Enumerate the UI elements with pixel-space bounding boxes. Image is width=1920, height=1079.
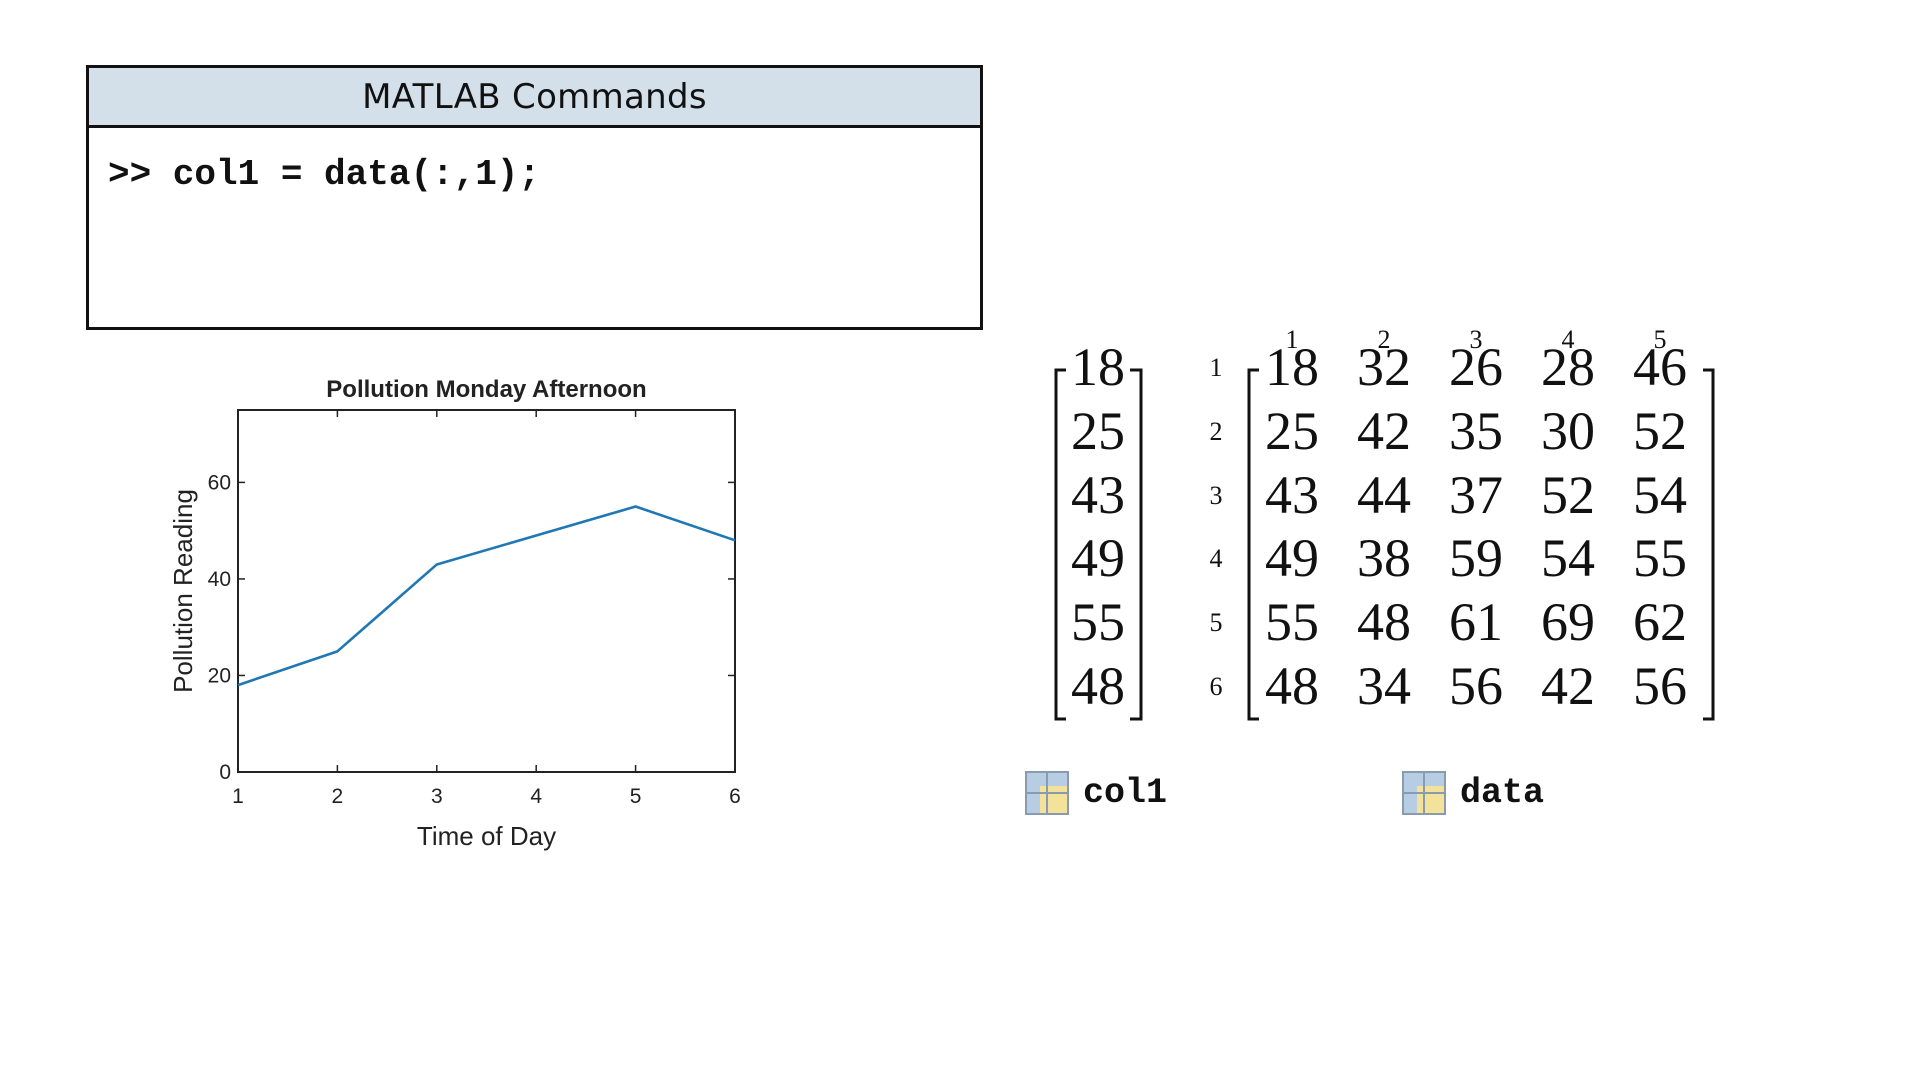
matrix-cell: 42 xyxy=(1541,656,1595,716)
commands-panel-body: >> col1 = data(:,1); xyxy=(89,128,980,195)
matrix-cell: 52 xyxy=(1633,401,1687,461)
x-tick-label: 6 xyxy=(729,785,741,808)
y-axis-label: Pollution Reading xyxy=(168,489,198,693)
matrix-cell: 18 xyxy=(1265,337,1319,397)
matrix-cell: 25 xyxy=(1265,401,1319,461)
workspace-variable-name: data xyxy=(1460,773,1545,813)
matrix-cell: 46 xyxy=(1633,337,1687,397)
matrix-cell: 54 xyxy=(1541,528,1595,588)
matrix-cell: 56 xyxy=(1633,656,1687,716)
matrix-cell: 55 xyxy=(1265,592,1319,652)
matrix-cell: 38 xyxy=(1357,528,1411,588)
y-tick-label: 0 xyxy=(219,761,231,784)
workspace-variable-data[interactable]: data xyxy=(1402,771,1544,815)
column-index: 5 xyxy=(1653,325,1667,354)
col1-value: 49 xyxy=(1071,528,1125,588)
matrix-cell: 69 xyxy=(1541,592,1595,652)
matrix-cell: 62 xyxy=(1633,592,1687,652)
x-tick-label: 2 xyxy=(332,785,344,808)
workspace-variable-name: col1 xyxy=(1083,773,1168,813)
column-index: 2 xyxy=(1377,325,1391,354)
commands-panel-title: MATLAB Commands xyxy=(89,68,980,128)
col1-value: 25 xyxy=(1071,401,1125,461)
matrix-cell: 35 xyxy=(1449,401,1503,461)
data-right-bracket xyxy=(1703,368,1715,721)
col1-right-bracket xyxy=(1130,368,1143,721)
matlab-commands-panel: MATLAB Commands >> col1 = data(:,1); xyxy=(86,65,983,330)
x-tick-label: 3 xyxy=(431,785,443,808)
column-index: 4 xyxy=(1561,325,1575,354)
y-tick-label: 60 xyxy=(208,471,231,494)
matrix-cell: 28 xyxy=(1541,337,1595,397)
row-index: 2 xyxy=(1209,417,1223,446)
matrix-cell: 49 xyxy=(1265,528,1319,588)
row-index: 5 xyxy=(1209,608,1223,637)
matrix-cell: 61 xyxy=(1449,592,1503,652)
col1-value: 48 xyxy=(1071,656,1125,716)
col1-value: 18 xyxy=(1071,337,1125,397)
matrix-grid-icon xyxy=(1025,771,1069,815)
row-index: 6 xyxy=(1209,672,1223,701)
matrix-cell: 42 xyxy=(1357,401,1411,461)
matrix-cell: 32 xyxy=(1357,337,1411,397)
matrix-cell: 26 xyxy=(1449,337,1503,397)
workspace-variable-col1[interactable]: col1 xyxy=(1025,771,1167,815)
row-index: 4 xyxy=(1209,544,1223,573)
chart-title: Pollution Monday Afternoon xyxy=(326,376,646,403)
matrix-grid-icon xyxy=(1402,771,1446,815)
command-line: >> col1 = data(:,1); xyxy=(108,154,541,195)
matrix-cell: 48 xyxy=(1265,656,1319,716)
column-index: 3 xyxy=(1469,325,1483,354)
matrix-cell: 43 xyxy=(1265,465,1319,525)
data-left-bracket xyxy=(1247,368,1259,721)
matrix-cell: 54 xyxy=(1633,465,1687,525)
row-index: 1 xyxy=(1209,353,1223,382)
matrix-cell: 34 xyxy=(1357,656,1411,716)
matrix-cell: 59 xyxy=(1449,528,1503,588)
column-index: 1 xyxy=(1285,325,1299,354)
x-tick-label: 1 xyxy=(232,785,244,808)
row-index: 3 xyxy=(1209,481,1223,510)
series-line xyxy=(237,505,736,687)
y-tick-label: 40 xyxy=(208,568,231,591)
matrix-cell: 52 xyxy=(1541,465,1595,525)
matrix-cell: 44 xyxy=(1357,465,1411,525)
x-tick-label: 5 xyxy=(630,785,642,808)
matrix-cell: 30 xyxy=(1541,401,1595,461)
matrix-cell: 56 xyxy=(1449,656,1503,716)
col1-value: 55 xyxy=(1071,592,1125,652)
col1-left-bracket xyxy=(1054,368,1066,721)
plot-axes-box xyxy=(237,409,736,773)
col1-value: 43 xyxy=(1071,465,1125,525)
matrix-cell: 55 xyxy=(1633,528,1687,588)
matrix-cell: 48 xyxy=(1357,592,1411,652)
x-axis-label: Time of Day xyxy=(417,821,556,851)
x-tick-label: 4 xyxy=(530,785,542,808)
y-tick-label: 20 xyxy=(208,664,231,687)
matrix-cell: 37 xyxy=(1449,465,1503,525)
